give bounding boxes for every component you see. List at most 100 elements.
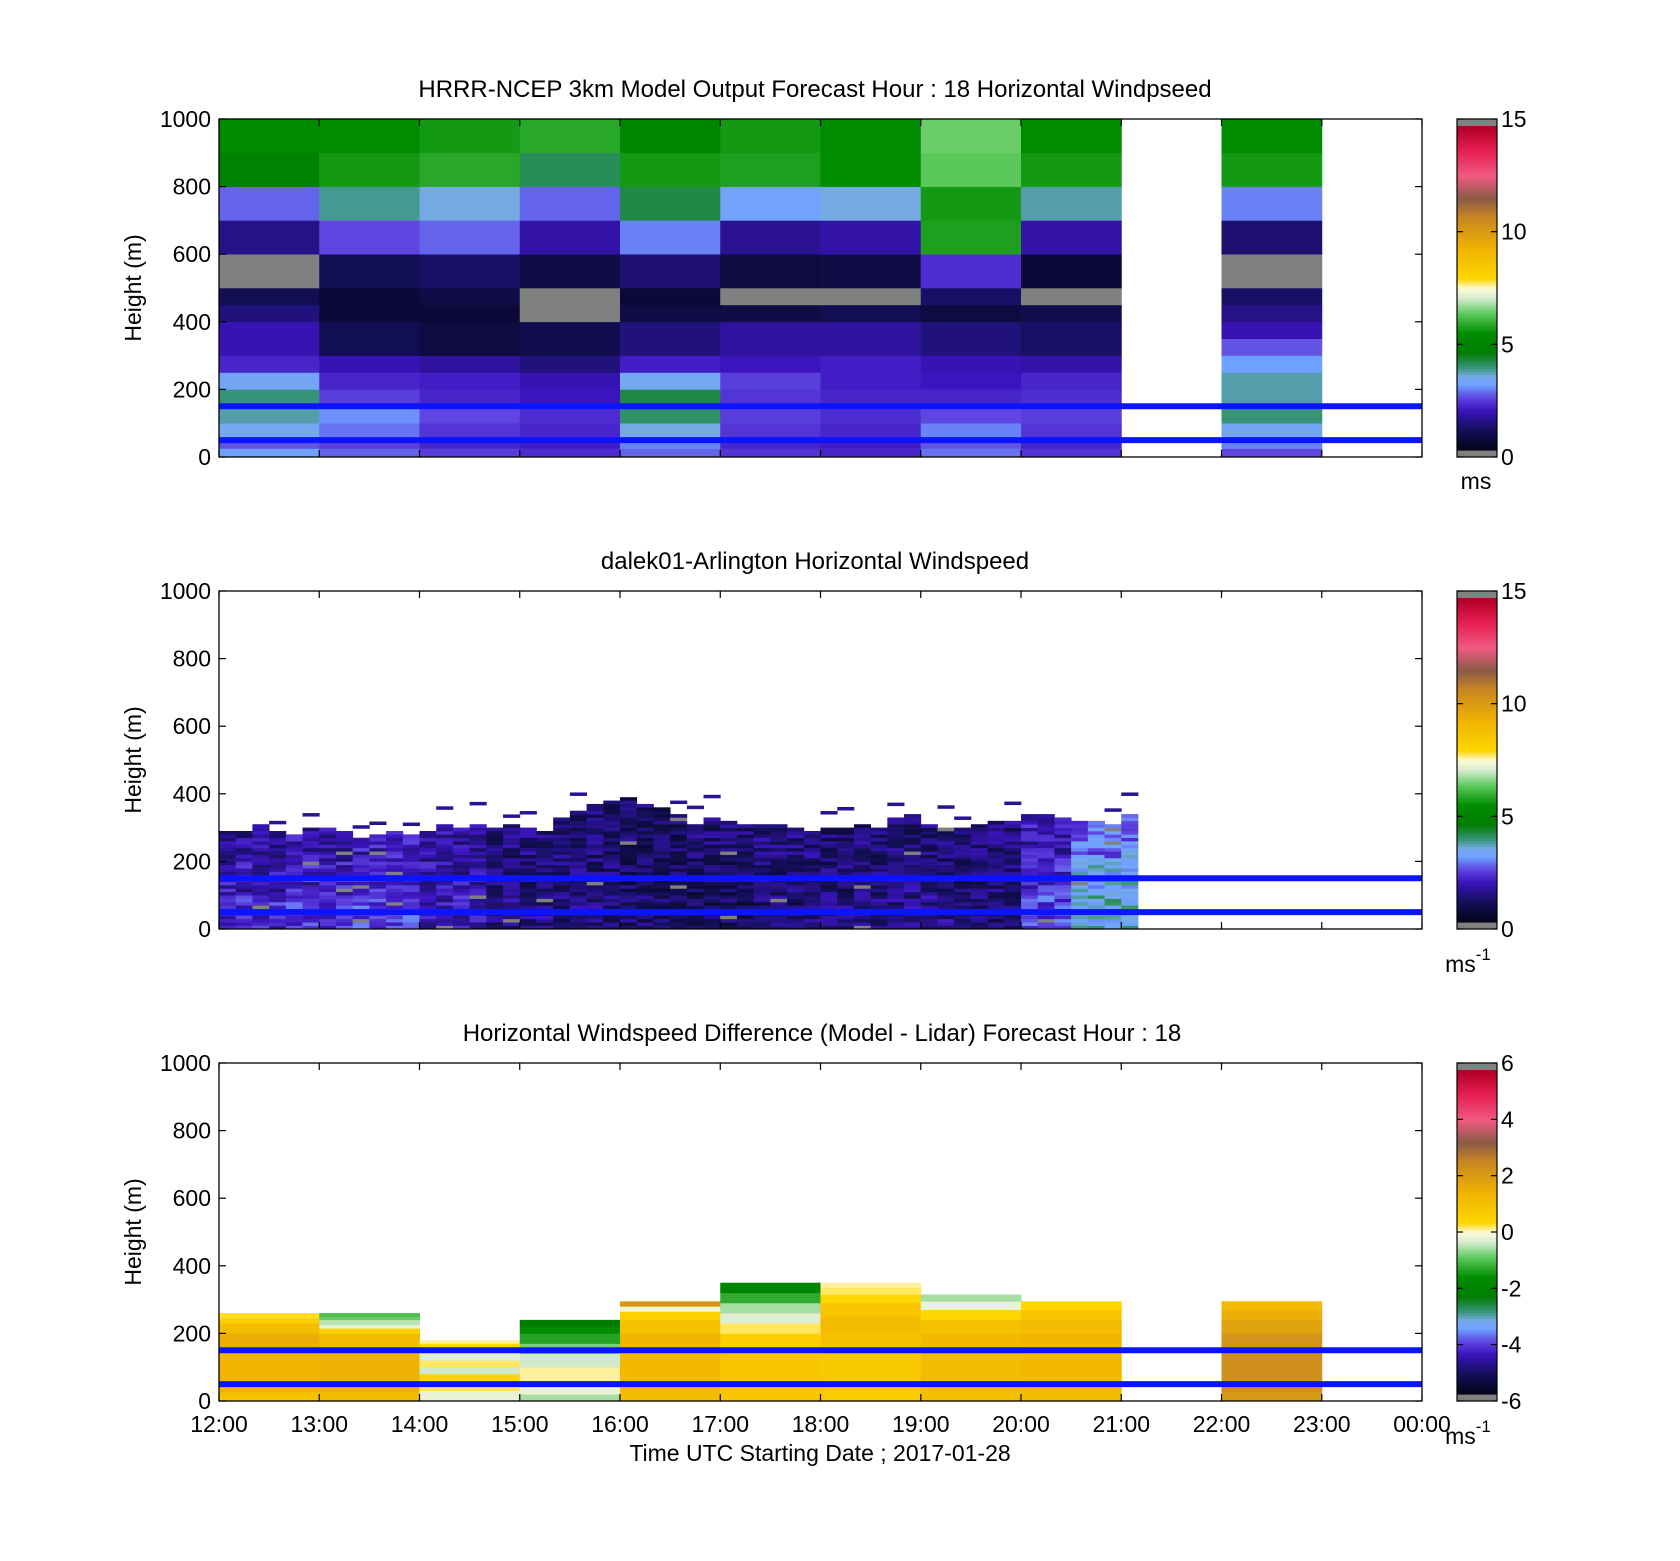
heat-cell bbox=[219, 830, 237, 835]
colorbar-swatch bbox=[1457, 1178, 1497, 1182]
colorbar-swatch bbox=[1457, 204, 1497, 208]
colorbar-swatch bbox=[1457, 155, 1497, 159]
colorbar-swatch bbox=[1457, 919, 1497, 923]
colorbar-swatch bbox=[1457, 1342, 1497, 1346]
heat-cell bbox=[820, 372, 922, 390]
heat-cell bbox=[686, 841, 704, 845]
heat-cell bbox=[1121, 847, 1139, 852]
colorbar-swatch bbox=[1457, 352, 1497, 357]
colorbar-swatch bbox=[1457, 600, 1497, 604]
heat-cell bbox=[586, 861, 604, 866]
heat-cell bbox=[436, 844, 454, 849]
heat-cell bbox=[870, 841, 888, 845]
heat-cell bbox=[920, 220, 1022, 255]
heat-cell bbox=[386, 868, 404, 872]
colorbar-swatch bbox=[1457, 805, 1497, 810]
heat-cell bbox=[937, 847, 955, 852]
heat-cell bbox=[853, 895, 872, 899]
heat-cell bbox=[703, 858, 721, 862]
heat-cell bbox=[386, 901, 404, 906]
heat-cell bbox=[636, 827, 654, 832]
heat-cell bbox=[519, 834, 537, 839]
heat-cell bbox=[954, 898, 972, 903]
heat-cell bbox=[820, 254, 922, 289]
heat-cell bbox=[1004, 858, 1022, 862]
heat-cell bbox=[1037, 851, 1055, 855]
heat-cell bbox=[787, 837, 805, 842]
heat-cell bbox=[519, 864, 537, 869]
heat-cell bbox=[920, 254, 1022, 289]
heat-cell bbox=[987, 895, 1005, 899]
heat-cell bbox=[319, 918, 337, 923]
heat-cell bbox=[503, 858, 521, 862]
heat-cell bbox=[436, 898, 454, 903]
heat-cell bbox=[904, 922, 922, 926]
colorbar-swatch bbox=[1457, 1137, 1497, 1141]
heat-cell bbox=[402, 891, 420, 896]
heat-cell bbox=[252, 864, 270, 869]
colorbar-swatch bbox=[1457, 1153, 1497, 1157]
heat-cell bbox=[319, 915, 337, 920]
heat-cell bbox=[419, 423, 521, 441]
heat-cell bbox=[720, 304, 821, 323]
heat-cell bbox=[553, 820, 571, 825]
heat-cell bbox=[469, 918, 487, 923]
heat-cell bbox=[319, 186, 420, 221]
y-tick-label: 400 bbox=[173, 781, 211, 807]
heat-cell bbox=[469, 858, 487, 862]
heat-cell bbox=[787, 854, 805, 859]
colorbar-swatch bbox=[1457, 396, 1497, 400]
heat-cell bbox=[1054, 888, 1072, 893]
heatmap-cells bbox=[219, 792, 1139, 930]
heat-cell bbox=[252, 922, 270, 926]
heat-cell bbox=[753, 918, 771, 923]
heat-cell bbox=[703, 794, 721, 799]
heat-cell bbox=[452, 864, 471, 869]
heat-cell bbox=[419, 372, 521, 390]
heat-cell bbox=[569, 895, 587, 899]
heat-cell bbox=[620, 854, 638, 859]
heat-cell bbox=[703, 824, 721, 828]
heat-cell bbox=[803, 834, 821, 839]
heat-cell bbox=[1054, 830, 1072, 835]
heat-cell bbox=[503, 830, 521, 835]
heat-cell bbox=[753, 895, 771, 899]
heat-cell bbox=[536, 858, 554, 862]
heat-cell bbox=[235, 868, 253, 872]
heat-cell bbox=[486, 915, 504, 920]
heat-cell bbox=[820, 922, 838, 926]
heat-cell bbox=[870, 891, 888, 896]
heat-cell bbox=[319, 1324, 420, 1329]
heat-cell bbox=[787, 834, 805, 839]
unit-base: ms bbox=[1445, 1423, 1476, 1449]
colorbar-swatch bbox=[1457, 344, 1497, 348]
heat-cell bbox=[519, 841, 537, 845]
colorbar-swatch bbox=[1457, 822, 1497, 826]
heat-cell bbox=[586, 918, 604, 923]
colorbar-swatch bbox=[1457, 358, 1497, 362]
heat-cell bbox=[1021, 824, 1039, 828]
heat-cell bbox=[386, 837, 404, 842]
colorbar-swatch bbox=[1457, 1188, 1497, 1193]
heat-cell bbox=[920, 891, 938, 896]
heat-cell bbox=[386, 871, 404, 876]
heat-cell bbox=[686, 898, 704, 903]
colorbar-swatch bbox=[1457, 1075, 1497, 1079]
heat-cell bbox=[319, 898, 337, 903]
heat-cell bbox=[469, 922, 487, 926]
heat-cell bbox=[1021, 817, 1039, 822]
heat-cell bbox=[1004, 905, 1022, 910]
colorbar-swatch bbox=[1457, 142, 1497, 146]
heat-cell bbox=[369, 898, 387, 903]
heat-cell bbox=[870, 918, 888, 923]
colorbar-swatch bbox=[1457, 1272, 1497, 1276]
heat-cell bbox=[452, 851, 471, 855]
heat-cell bbox=[519, 1367, 621, 1382]
heat-cell bbox=[1087, 895, 1105, 899]
colorbar-swatch bbox=[1457, 892, 1497, 896]
heat-cell bbox=[1037, 820, 1055, 825]
heat-cell bbox=[335, 851, 354, 855]
heat-cell bbox=[853, 864, 872, 869]
heat-cell bbox=[436, 837, 454, 842]
heat-cell bbox=[703, 844, 721, 849]
